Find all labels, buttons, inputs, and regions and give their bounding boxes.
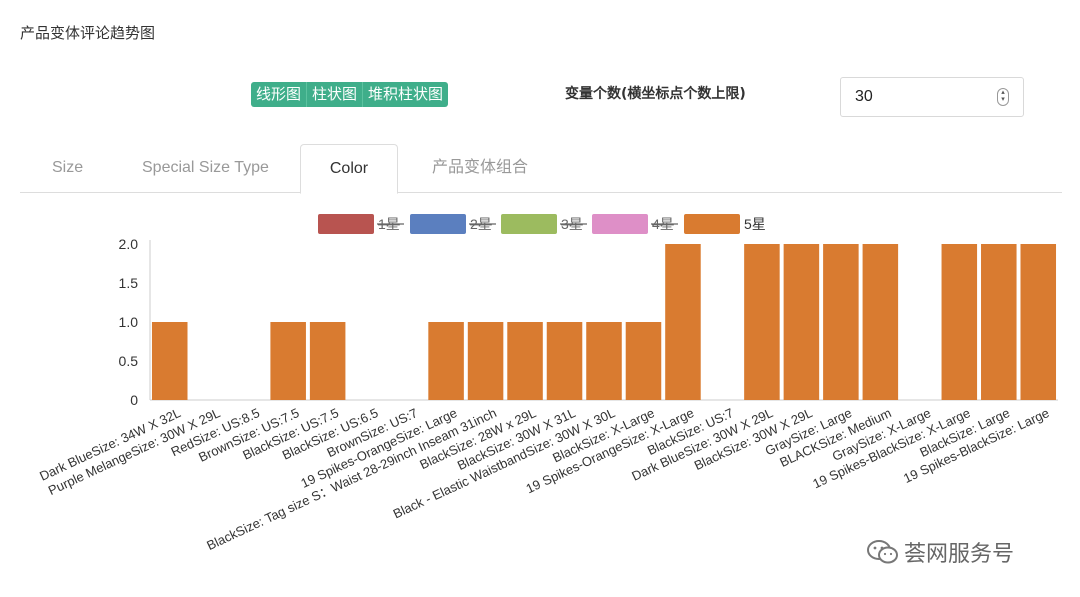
x-tick-label: Black - Elastic WaistbandSize: 30W X 30L xyxy=(391,405,618,521)
x-tick-label: Purple MelangeSize: 30W X 29L xyxy=(46,405,223,498)
x-tick-label: BlackSize: Large xyxy=(917,405,1012,460)
x-tick-label: Dark BlueSize: 34W X 32L xyxy=(37,405,183,484)
stepper-icon[interactable]: ▴ ▾ xyxy=(997,88,1009,106)
legend-swatch xyxy=(592,214,648,234)
legend-label: 5星 xyxy=(744,216,766,232)
x-tick-label: 19 Spikes-OrangeSize: X-Large xyxy=(524,405,697,496)
page-title: 产品变体评论趋势图 xyxy=(20,24,156,42)
bar xyxy=(309,322,346,400)
y-tick-label: 1.5 xyxy=(119,275,139,291)
watermark-text: 荟网服务号 xyxy=(904,542,1015,567)
watermark: 荟网服务号 xyxy=(866,536,1014,568)
x-tick-label: BlackSize: Tag size S：Waist 28-29inch In… xyxy=(204,405,498,553)
bar xyxy=(625,322,662,400)
legend-swatch xyxy=(318,214,374,234)
x-tick-label: BrownSize: US:7.5 xyxy=(196,405,301,465)
x-tick-label: BlackSize: 28W x 29L xyxy=(417,405,538,472)
y-tick-label: 1.0 xyxy=(119,314,139,330)
line-chart-button[interactable]: 线形图 xyxy=(251,82,308,107)
x-tick-label: BlackSize: US:6.5 xyxy=(280,405,381,463)
x-tick-label: RedSize: US:8.5 xyxy=(169,405,262,459)
tab-size[interactable]: Size xyxy=(52,159,84,176)
x-tick-label: BlackSize: 30W X 29L xyxy=(692,405,815,473)
legend-swatch xyxy=(410,214,466,234)
x-tick-label: 19 Spikes-OrangeSize: Large xyxy=(298,405,459,491)
legend-label: 3星 xyxy=(561,216,583,232)
bar xyxy=(270,322,306,400)
wechat-icon xyxy=(867,540,898,564)
y-tick-label: 0.5 xyxy=(119,353,139,369)
x-tick-label: 19 Spikes-BlackSize: Large xyxy=(901,405,1051,486)
x-tick-label: BLACKSize: Medium xyxy=(777,405,893,470)
x-tick-label: Dark BlueSize: 30W X 29L xyxy=(629,405,775,484)
bar xyxy=(744,244,780,400)
legend-swatch xyxy=(501,214,557,234)
x-tick-label: 19 Spikes-BlackSize: X-Large xyxy=(810,405,972,491)
x-tick-label: BrownSize: US:7 xyxy=(324,405,419,460)
bar xyxy=(428,322,464,400)
bar-chart-button[interactable]: 柱状图 xyxy=(307,82,364,107)
bar xyxy=(941,244,978,400)
x-tick-label: BlackSize: US:7.5 xyxy=(240,405,341,463)
variable-count-label: 变量个数(横坐标点个数上限) xyxy=(565,86,746,102)
x-tick-label: GraySize: Large xyxy=(763,405,854,458)
tab-bar: Size Special Size Type Color 产品变体组合 xyxy=(20,144,1062,194)
x-tick-label: BlackSize: 30W X 31L xyxy=(455,405,578,473)
bar xyxy=(981,244,1017,400)
bar xyxy=(546,322,583,400)
legend-label: 4星 xyxy=(652,216,674,232)
bar xyxy=(823,244,859,400)
legend-label: 2星 xyxy=(470,216,492,232)
x-tick-label: BlackSize: X-Large xyxy=(550,405,657,465)
bar xyxy=(665,244,701,400)
stacked-bar-chart-button[interactable]: 堆积柱状图 xyxy=(363,82,449,107)
bar xyxy=(1020,244,1057,400)
tab-special-size-type[interactable]: Special Size Type xyxy=(142,159,269,176)
y-tick-label: 2.0 xyxy=(119,236,139,252)
tab-color[interactable]: Color xyxy=(300,144,398,194)
bar xyxy=(151,322,188,400)
bar xyxy=(507,322,543,400)
variable-count-value: 30 xyxy=(855,88,873,105)
chart-type-toggle: 线形图 柱状图 堆积柱状图 xyxy=(251,82,449,107)
x-tick-label: GraySize: X-Large xyxy=(830,405,933,464)
bar xyxy=(783,244,820,400)
bar xyxy=(467,322,504,400)
legend-swatch xyxy=(684,214,740,234)
tab-variant-combination[interactable]: 产品变体组合 xyxy=(432,159,529,176)
y-tick-label: 0 xyxy=(130,392,138,408)
bar xyxy=(862,244,899,400)
bar xyxy=(586,322,622,400)
legend-label: 1星 xyxy=(378,216,400,232)
x-tick-label: BlackSize: US:7 xyxy=(645,405,736,458)
variable-count-input[interactable]: 30 ▴ ▾ xyxy=(840,77,1024,117)
